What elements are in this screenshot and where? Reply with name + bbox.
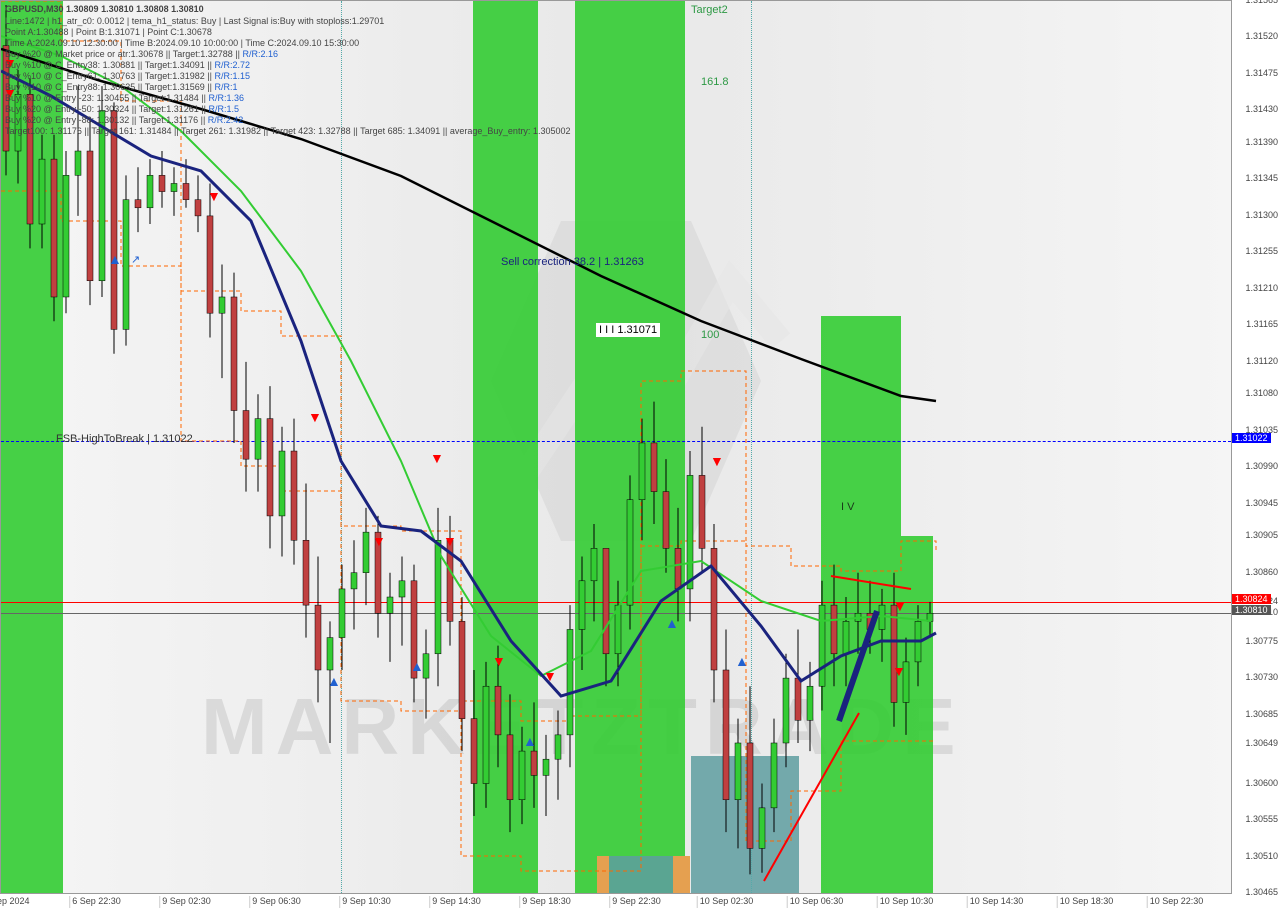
arrow-up-icon: ▲ <box>108 251 122 267</box>
arrow-down-icon: ▼ <box>492 653 506 669</box>
annotation-arrow_glyph: ↗ <box>131 253 140 266</box>
annotation-fib_161: 161.8 <box>701 76 729 88</box>
info-line: Target100: 1.31176 || Target 161: 1.3148… <box>5 125 570 137</box>
y-tick: 1.30775 <box>1245 636 1278 646</box>
y-tick: 1.31210 <box>1245 283 1278 293</box>
chart-title: GBPUSD,M30 1.30809 1.30810 1.30808 1.308… <box>5 3 204 15</box>
y-tick: 1.31165 <box>1246 319 1278 329</box>
annotation-fib_100: 100 <box>701 329 719 341</box>
y-tick: 1.31520 <box>1245 31 1278 41</box>
y-tick: 1.31565 <box>1245 0 1278 5</box>
price-tag-tag_red: 1.30824 <box>1232 594 1271 604</box>
y-tick: 1.30465 <box>1245 887 1278 897</box>
teal-zone <box>608 856 673 893</box>
annotation-iv: I V <box>841 501 854 513</box>
chart-container: MARKETZTRADE ▼▼▲▼▼▲▼▲▼▼▼▲▼▲▼▲▼▼ Target21… <box>0 0 1280 920</box>
x-tick: 10 Sep 10:30 <box>877 896 934 908</box>
annotation-point_b: I I I 1.31071 <box>596 323 660 337</box>
arrow-down-icon: ▼ <box>710 453 724 469</box>
arrow-up-icon: ▲ <box>410 658 424 674</box>
x-tick: 10 Sep 02:30 <box>697 896 754 908</box>
arrow-up-icon: ▲ <box>523 733 537 749</box>
x-tick: 10 Sep 06:30 <box>787 896 844 908</box>
green-zone <box>901 536 933 893</box>
vertical-line <box>751 1 752 893</box>
x-tick: 10 Sep 14:30 <box>967 896 1024 908</box>
y-tick: 1.30510 <box>1245 851 1278 861</box>
y-tick: 1.31390 <box>1245 137 1278 147</box>
arrow-down-icon: ▼ <box>893 598 907 614</box>
y-tick: 1.30685 <box>1245 709 1278 719</box>
horizontal-line <box>1 613 1231 614</box>
horizontal-line <box>1 602 1231 603</box>
chart-plot-area[interactable]: MARKETZTRADE ▼▼▲▼▼▲▼▲▼▼▼▲▼▲▼▲▼▼ Target21… <box>0 0 1232 894</box>
arrow-down-icon: ▼ <box>430 450 444 466</box>
y-tick: 1.30905 <box>1245 530 1278 540</box>
x-tick: 9 Sep 10:30 <box>339 896 391 908</box>
annotation-fsb: FSB-HighToBreak | 1.31022 <box>56 433 193 445</box>
y-tick: 1.31430 <box>1245 104 1278 114</box>
arrow-down-icon: ▼ <box>308 409 322 425</box>
x-tick: 9 Sep 02:30 <box>159 896 211 908</box>
x-tick: 10 Sep 22:30 <box>1147 896 1204 908</box>
price-tag-tag_blue: 1.31022 <box>1232 433 1271 443</box>
y-axis: 1.31565 1.31520 1.31475 1.31430 1.31390 1.313… <box>1232 0 1280 892</box>
y-tick: 1.30730 <box>1245 672 1278 682</box>
y-tick: 1.30860 <box>1245 567 1278 577</box>
green-zone <box>575 1 685 893</box>
x-tick: 9 Sep 18:30 <box>519 896 571 908</box>
y-tick: 1.31120 <box>1246 356 1278 366</box>
arrow-up-icon: ▲ <box>327 673 341 689</box>
y-tick: 1.30600 <box>1245 778 1278 788</box>
y-tick: 1.30945 <box>1245 498 1278 508</box>
y-tick: 1.31080 <box>1245 388 1278 398</box>
y-tick: 1.30555 <box>1245 814 1278 824</box>
x-tick: 9 Sep 14:30 <box>429 896 481 908</box>
x-tick: 6 Sep 2024 <box>0 896 30 908</box>
y-tick: 1.31345 <box>1245 173 1278 183</box>
x-tick: 10 Sep 18:30 <box>1057 896 1114 908</box>
x-tick: 6 Sep 22:30 <box>69 896 121 908</box>
x-axis: 6 Sep 2024 6 Sep 22:30 9 Sep 02:30 9 Sep 06… <box>0 894 1230 920</box>
x-tick: 9 Sep 22:30 <box>609 896 661 908</box>
teal-zone <box>691 756 799 893</box>
arrow-down-icon: ▼ <box>892 663 906 679</box>
arrow-up-icon: ▲ <box>665 615 679 631</box>
orange-zone <box>597 856 609 893</box>
y-tick: 1.30990 <box>1245 461 1278 471</box>
y-tick: 1.31300 <box>1245 210 1278 220</box>
annotation-sell_corr: Sell correction 38.2 | 1.31263 <box>501 256 644 268</box>
y-tick: 1.31255 <box>1245 246 1278 256</box>
green-zone <box>821 316 901 893</box>
price-tag-tag_gray: 1.30810 <box>1232 605 1271 615</box>
y-tick: 1.31475 <box>1245 68 1278 78</box>
arrow-up-icon: ▲ <box>735 653 749 669</box>
x-tick: 9 Sep 06:30 <box>249 896 301 908</box>
arrow-down-icon: ▼ <box>207 188 221 204</box>
orange-zone <box>673 856 690 893</box>
arrow-down-icon: ▼ <box>543 668 557 684</box>
annotation-target2: Target2 <box>691 4 728 16</box>
y-tick: 1.30649 <box>1245 738 1278 748</box>
arrow-down-icon: ▼ <box>372 533 386 549</box>
arrow-down-icon: ▼ <box>443 533 457 549</box>
